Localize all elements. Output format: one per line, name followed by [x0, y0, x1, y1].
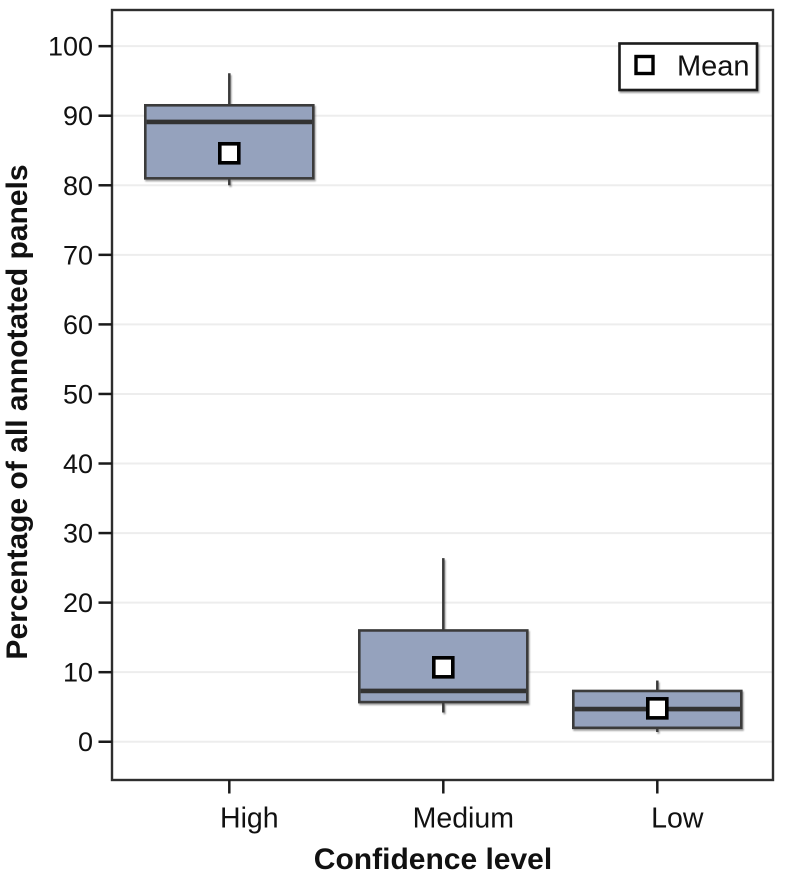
legend-label: Mean	[677, 51, 750, 83]
box-group-high	[144, 73, 315, 186]
y-axis-tick-label: 100	[48, 32, 93, 62]
y-axis-tick-label: 0	[78, 727, 93, 757]
box-series	[144, 73, 743, 733]
x-axis-category-label: Medium	[413, 803, 514, 835]
y-axis-title: Percentage of all annotated panels	[1, 164, 34, 659]
y-axis-tick-label: 80	[63, 171, 93, 201]
y-axis-tick-label: 30	[63, 519, 93, 549]
x-axis: High Medium Low	[220, 780, 704, 835]
box-group-medium	[357, 558, 529, 713]
y-axis-tick-label: 60	[63, 310, 93, 340]
box-group-low	[571, 680, 743, 733]
y-axis-tick-label: 70	[63, 240, 93, 270]
legend: Mean	[618, 42, 759, 92]
mean-marker	[431, 656, 455, 679]
x-axis-category-label: Low	[651, 803, 704, 835]
x-axis-title: Confidence level	[314, 843, 552, 876]
legend-box	[618, 42, 759, 92]
mean-marker-icon	[634, 54, 655, 76]
y-axis: 0 10 20 30 40 50 60 70 80 90 100	[48, 32, 112, 757]
mean-marker	[645, 697, 669, 720]
y-axis-tick-label: 10	[63, 658, 93, 688]
x-axis-category-label: High	[220, 803, 279, 835]
gridlines	[112, 45, 773, 743]
y-axis-tick-label: 20	[63, 588, 93, 618]
box	[144, 103, 315, 180]
y-axis-tick-label: 50	[63, 379, 93, 409]
y-axis-tick-label: 90	[63, 101, 93, 131]
mean-marker	[218, 141, 241, 165]
y-axis-tick-label: 40	[63, 449, 93, 479]
